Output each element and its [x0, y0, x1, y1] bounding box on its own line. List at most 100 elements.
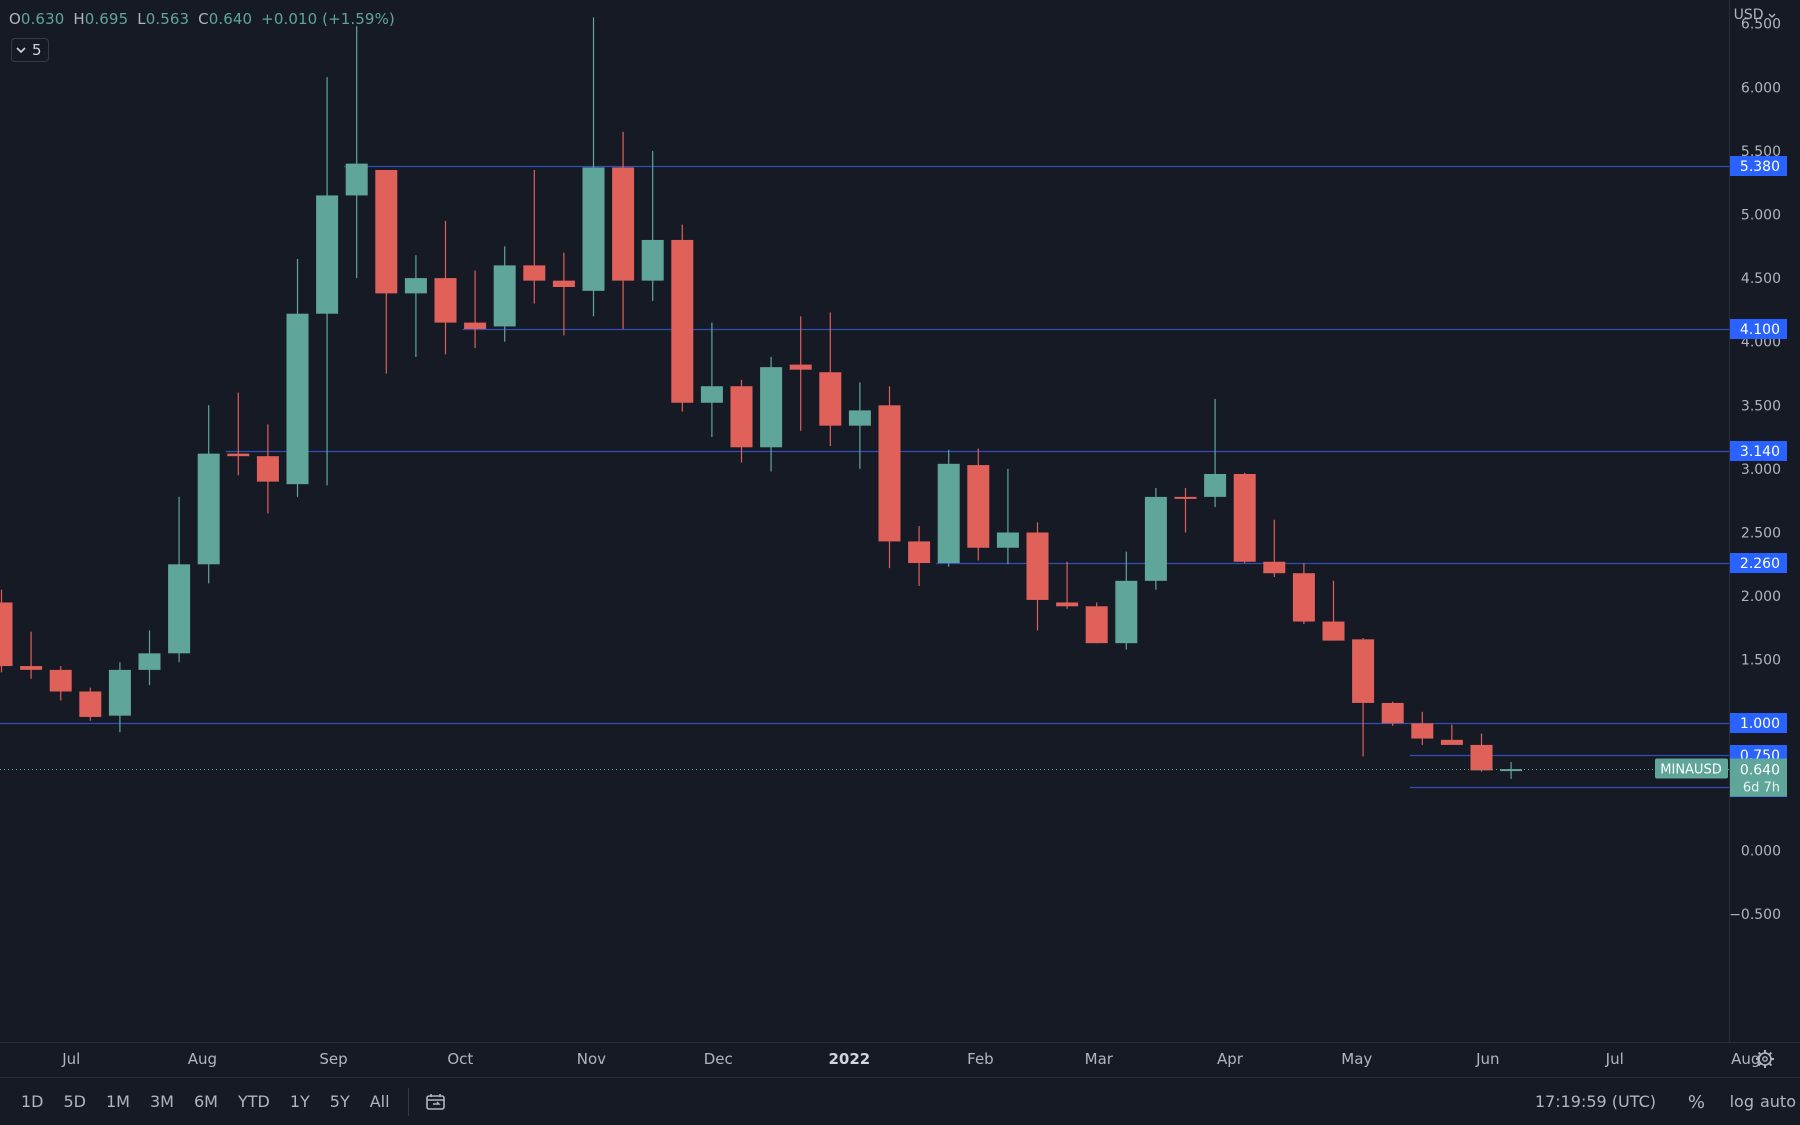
range-ytd-button[interactable]: YTD [237, 1092, 270, 1111]
candle [168, 496, 191, 663]
candle [434, 220, 457, 355]
candle [937, 449, 960, 567]
open-label: O [9, 10, 21, 28]
level-badge-bg [1730, 713, 1787, 733]
range-1y-button[interactable]: 1Y [289, 1092, 310, 1111]
x-tick-label: Nov [577, 1050, 606, 1068]
candle-body [908, 541, 931, 564]
candle [375, 169, 398, 374]
candle-body [1026, 532, 1049, 600]
calendar-goto-icon[interactable] [425, 1092, 447, 1112]
candle [848, 382, 871, 469]
candle [79, 687, 102, 721]
level-badge: 2.260 [1730, 553, 1787, 573]
candle-body [1292, 573, 1315, 622]
time-axis[interactable]: Jul Aug Sep Oct Nov Dec 2022 Feb Mar Apr May Jun Jul… [61, 1050, 1760, 1068]
candle [996, 468, 1019, 565]
candle-body [464, 322, 487, 329]
auto-scale-button[interactable]: auto [1759, 1092, 1796, 1111]
candle-body [79, 691, 102, 717]
candle-body [819, 372, 842, 426]
countdown-label: 6d 7h [1743, 781, 1780, 796]
candle [227, 392, 250, 476]
candle [493, 246, 516, 342]
x-tick-label: Dec [704, 1050, 733, 1068]
range-5y-button[interactable]: 5Y [329, 1092, 350, 1111]
range-1d-button[interactable]: 1D [21, 1092, 44, 1111]
candle [345, 26, 368, 279]
percent-scale-button[interactable]: % [1687, 1092, 1705, 1113]
candle-body [730, 386, 753, 448]
candle [108, 662, 131, 733]
candle [1026, 522, 1049, 631]
chevron-down-icon [1768, 13, 1776, 18]
candle [819, 312, 842, 447]
last-price-badges: MINAUSD 0.640 6d 7h [1655, 758, 1787, 797]
x-tick-label: Apr [1217, 1050, 1244, 1068]
candle-body [1204, 473, 1227, 497]
currency-select[interactable]: USD [1734, 7, 1776, 23]
candle-body [1500, 769, 1523, 772]
candle [1411, 711, 1434, 745]
candle-body [523, 265, 546, 281]
candle-body [345, 163, 368, 196]
candle [464, 270, 487, 349]
candle-body [582, 167, 605, 291]
candle-body [937, 463, 960, 564]
close-label: C [198, 10, 209, 28]
candle-body [552, 280, 575, 288]
level-badge-label: 5.380 [1740, 159, 1780, 175]
candle [49, 666, 72, 701]
candle [286, 259, 309, 497]
candle [1085, 602, 1108, 644]
x-tick-label: Aug [1731, 1050, 1760, 1068]
range-all-button[interactable]: All [369, 1092, 390, 1111]
y-tick-label: 5.500 [1741, 144, 1781, 160]
candle-body [256, 456, 279, 482]
range-6m-button[interactable]: 6M [193, 1092, 218, 1111]
open-value: 0.630 [20, 10, 65, 28]
candle-body [848, 410, 871, 426]
y-tick-label: 2.000 [1741, 589, 1781, 605]
candle [1204, 398, 1227, 508]
candle [1381, 701, 1404, 726]
candle [138, 630, 161, 686]
candle-body [641, 239, 664, 281]
symbol-tag: MINAUSD [1660, 763, 1721, 778]
x-tick-label: May [1341, 1050, 1372, 1068]
currency-label: USD [1733, 7, 1764, 23]
last-price-badge-bg [1730, 758, 1787, 797]
candle-body [967, 465, 990, 548]
candle [1322, 580, 1345, 641]
log-scale-button[interactable]: log [1729, 1092, 1754, 1111]
gear-icon[interactable] [1756, 1050, 1774, 1068]
level-badge: 1.000 [1730, 713, 1787, 733]
candle-body [1352, 639, 1375, 703]
candle [671, 224, 694, 412]
candle-body [375, 169, 398, 294]
utc-clock[interactable]: 17:19:59 (UTC) [1534, 1092, 1656, 1111]
x-tick-label: Mar [1085, 1050, 1114, 1068]
candle-body [434, 278, 457, 323]
y-tick-label: 1.500 [1741, 653, 1781, 669]
candle [256, 424, 279, 514]
y-tick-label: 5.000 [1741, 208, 1781, 224]
candle-body [1263, 561, 1286, 574]
y-tick-label: 2.500 [1741, 526, 1781, 542]
level-badge-bg [1730, 553, 1787, 573]
change-value: +0.010 (+1.59%) [261, 10, 395, 28]
level-badge-label: 3.140 [1740, 444, 1780, 460]
range-5d-button[interactable]: 5D [63, 1092, 87, 1111]
candle [316, 77, 339, 486]
candle [1500, 762, 1523, 779]
low-label: L [137, 10, 146, 28]
range-3m-button[interactable]: 3M [149, 1092, 174, 1111]
candle-body [1411, 723, 1434, 739]
range-1m-button[interactable]: 1M [106, 1092, 130, 1111]
candle-body [138, 653, 161, 670]
candle-body [168, 564, 191, 654]
candle [1144, 487, 1167, 590]
indicator-toggle-button[interactable]: 5 [11, 38, 49, 62]
candle [908, 526, 931, 586]
